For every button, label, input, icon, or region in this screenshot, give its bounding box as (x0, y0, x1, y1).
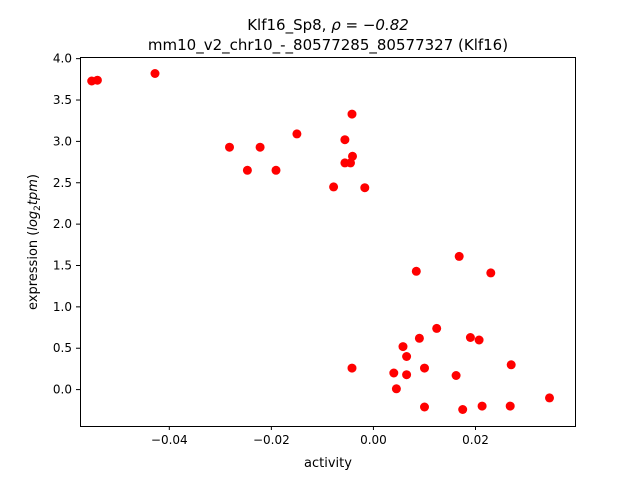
data-point-35 (505, 401, 515, 411)
y-tick-label: 3.0 (53, 134, 72, 148)
data-point-27 (420, 363, 429, 373)
data-point-19 (432, 323, 442, 333)
y-tick-label: 1.5 (53, 258, 72, 272)
x-axis-ticks: −0.04 −0.02 0.00 0.02 (151, 426, 489, 447)
x-tick-label: −0.04 (151, 433, 188, 447)
data-point-6 (242, 165, 252, 175)
plot-frame (80, 57, 576, 427)
ylabel-prefix: expression ( (26, 231, 41, 310)
data-point-24 (402, 352, 412, 361)
data-point-15 (360, 183, 370, 193)
data-point-14 (329, 182, 339, 192)
data-point-13 (346, 158, 355, 168)
data-point-29 (402, 370, 412, 380)
data-point-22 (474, 335, 484, 345)
data-point-34 (477, 401, 487, 411)
chart-title-line1: Klf16_Sp8, ρ = −0.82 (247, 16, 409, 35)
data-point-31 (391, 384, 401, 394)
x-tick-label: 0.00 (360, 433, 387, 447)
y-tick-label: 3.5 (53, 93, 72, 107)
data-point-25 (506, 360, 516, 370)
y-axis-label: expression (log2tpm) (26, 174, 43, 310)
data-point-4 (225, 142, 234, 152)
data-point-21 (465, 333, 475, 342)
x-tick-label: −0.02 (253, 433, 290, 447)
y-tick-label: 0.5 (53, 341, 72, 355)
data-point-9 (347, 109, 357, 119)
data-point-36 (458, 405, 468, 414)
ylabel-tpm: tpm (26, 179, 41, 205)
data-point-17 (454, 251, 464, 261)
data-point-23 (398, 342, 408, 352)
y-tick-label: 0.0 (53, 383, 72, 397)
ylabel-log: log (26, 211, 41, 231)
data-point-2 (92, 75, 102, 85)
data-point-8 (292, 129, 302, 139)
title-rho: ρ = −0.82 (331, 16, 409, 34)
chart-title-line2: mm10_v2_chr10_-_80577285_80577327 (Klf16… (148, 36, 508, 55)
x-tick-label: 0.02 (462, 433, 489, 447)
data-point-33 (420, 402, 429, 412)
title-prefix: Klf16_Sp8, (247, 16, 331, 35)
data-point-30 (451, 371, 461, 380)
data-point-18 (486, 268, 496, 278)
data-point-20 (414, 333, 424, 343)
y-tick-label: 2.5 (53, 176, 72, 190)
data-point-26 (347, 363, 357, 373)
x-axis-label: activity (304, 456, 352, 471)
ylabel-suffix: ) (26, 174, 41, 179)
data-points (87, 69, 554, 414)
ylabel-subscript: 2 (33, 205, 43, 211)
data-point-5 (255, 142, 265, 152)
y-tick-label: 4.0 (53, 52, 72, 66)
y-tick-label: 1.0 (53, 300, 72, 314)
y-axis-ticks: 0.0 0.5 1.0 1.5 2.0 2.5 3.0 3.5 4.0 (53, 52, 80, 397)
data-point-10 (340, 135, 350, 145)
data-point-32 (545, 393, 554, 403)
y-tick-label: 2.0 (53, 217, 72, 231)
data-point-7 (271, 165, 281, 175)
data-point-28 (389, 368, 399, 378)
data-point-16 (411, 266, 421, 276)
data-point-3 (150, 69, 160, 78)
